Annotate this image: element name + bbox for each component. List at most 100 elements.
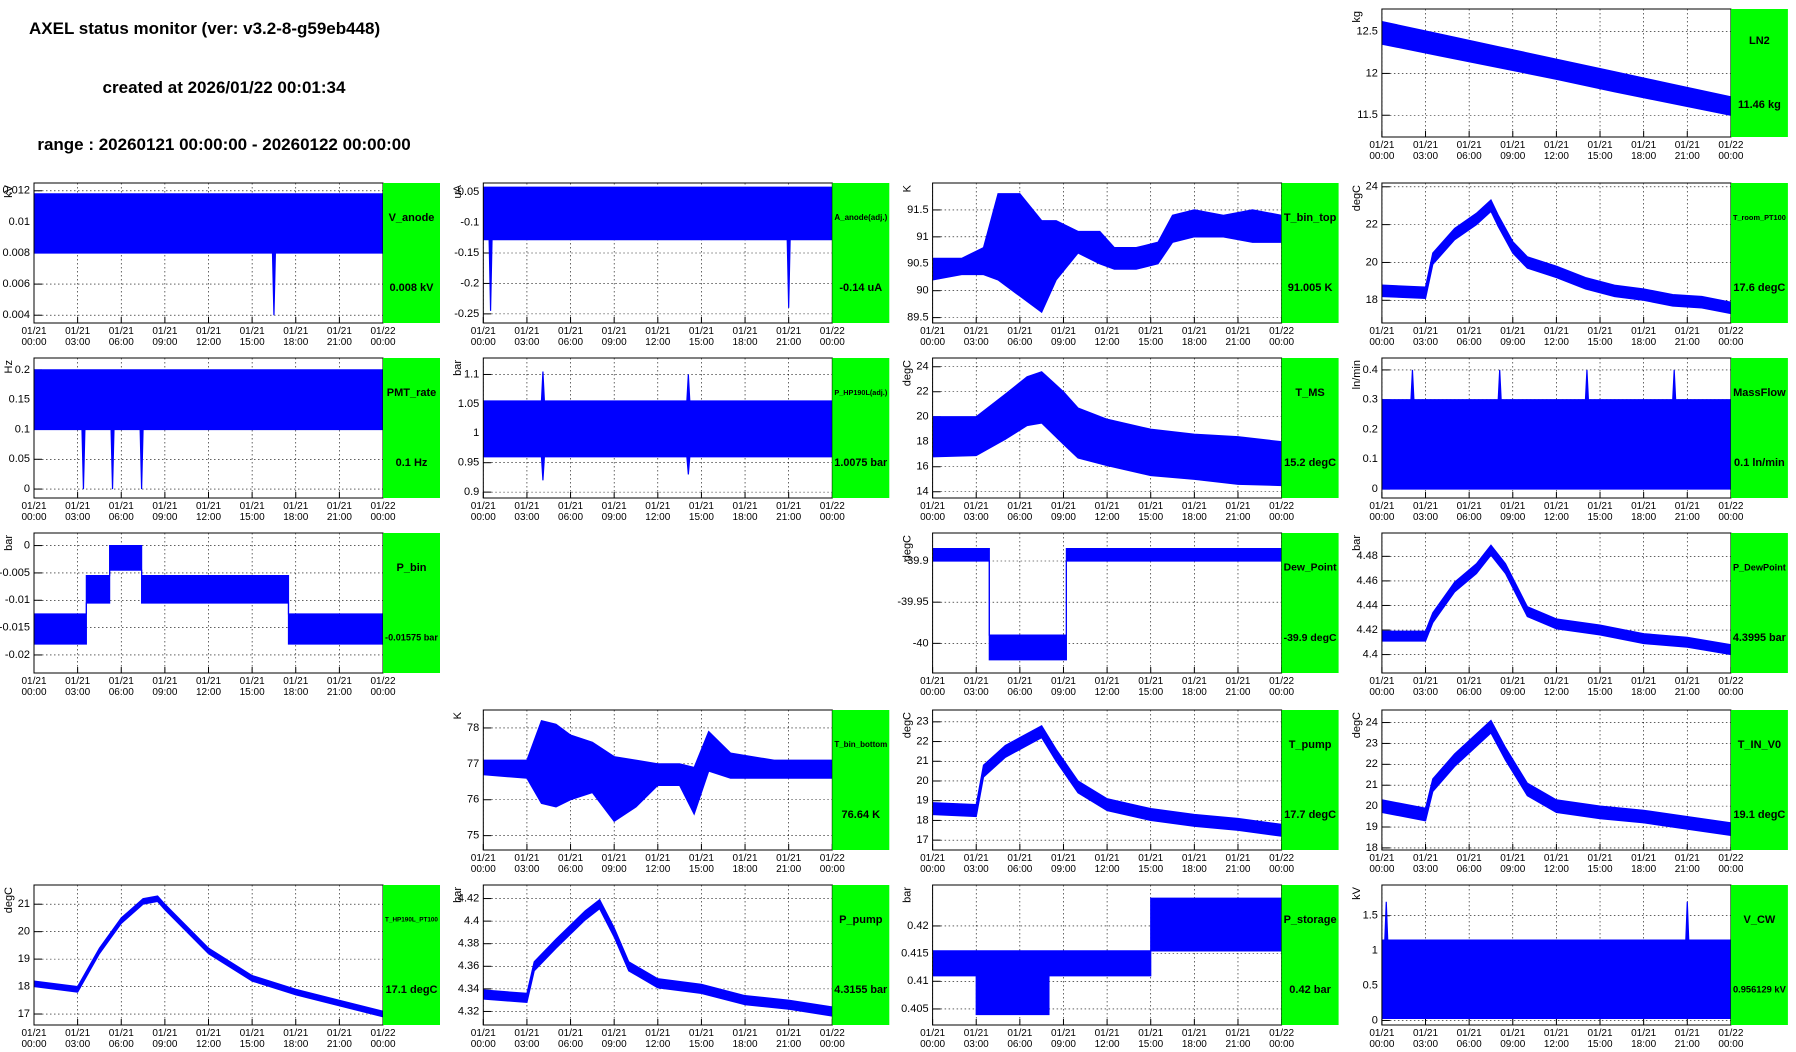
status-value: -39.9 degC: [1284, 633, 1337, 644]
x-tick-label: 01/21: [240, 1028, 265, 1039]
y-tick-label: 22: [1366, 219, 1378, 231]
x-tick-label: 01/21: [1588, 326, 1613, 337]
x-tick-label: 03:00: [964, 864, 989, 875]
x-tick-label: 00:00: [1269, 337, 1294, 348]
band-low-line: [34, 900, 383, 1018]
x-tick-label: 01/21: [1225, 326, 1250, 337]
x-tick-label: 01/21: [558, 326, 583, 337]
y-tick-label: 1: [1372, 945, 1378, 957]
status-box: [1730, 358, 1788, 498]
x-tick-label: 01/21: [1500, 1028, 1525, 1039]
x-tick-label: 06:00: [558, 1039, 583, 1050]
x-tick-label: 18:00: [1631, 1039, 1656, 1050]
band-high-line: [1381, 369, 1731, 401]
band-low-line: [483, 456, 833, 481]
x-tick-label: 01/21: [1631, 140, 1656, 151]
x-tick-label: 15:00: [1588, 337, 1613, 348]
x-tick-label: 01/22: [1718, 1028, 1743, 1039]
x-tick-label: 01/21: [558, 501, 583, 512]
x-tick-label: 01/21: [1675, 1028, 1700, 1039]
band-high-line: [932, 193, 1282, 259]
status-box: [832, 710, 890, 850]
x-tick-label: 15:00: [689, 337, 714, 348]
status-box: [383, 183, 440, 323]
x-tick-label: 01/21: [1588, 501, 1613, 512]
x-tick-label: 18:00: [733, 1039, 758, 1050]
x-tick-label: 15:00: [1588, 687, 1613, 698]
y-tick-label: 4.44: [1356, 599, 1377, 611]
y-tick-label: -0.005: [0, 567, 30, 579]
status-name: T_bin_bottom: [834, 740, 887, 749]
x-tick-label: 09:00: [152, 512, 177, 523]
y-tick-label: 16: [916, 461, 928, 473]
band-high-line: [483, 898, 833, 1008]
x-tick-label: 06:00: [109, 337, 134, 348]
x-tick-label: 01/21: [327, 676, 352, 687]
x-tick-label: 01/21: [1225, 1028, 1250, 1039]
x-tick-label: 01/21: [1095, 676, 1120, 687]
x-tick-label: 01/21: [1631, 1028, 1656, 1039]
x-tick-label: 09:00: [152, 1039, 177, 1050]
x-tick-label: 01/21: [152, 501, 177, 512]
x-tick-label: 01/21: [240, 676, 265, 687]
y-tick-label: 77: [467, 758, 479, 770]
x-tick-label: 18:00: [283, 512, 308, 523]
x-tick-label: 01/21: [471, 501, 496, 512]
band-low-line: [34, 569, 383, 645]
band-high-line: [1381, 199, 1731, 303]
status-name: T_MS: [1295, 387, 1324, 399]
x-tick-label: 01/21: [1413, 326, 1438, 337]
x-tick-label: 01/21: [602, 853, 627, 864]
y-tick-label: 1.5: [1363, 910, 1378, 922]
x-tick-label: 01/21: [1675, 501, 1700, 512]
y-tick-label: 75: [467, 830, 479, 842]
x-tick-label: 01/22: [820, 853, 845, 864]
x-tick-label: 01/22: [820, 326, 845, 337]
x-tick-label: 01/22: [370, 1028, 395, 1039]
status-name: LN2: [1749, 35, 1770, 47]
x-tick-label: 03:00: [1413, 1039, 1438, 1050]
x-tick-label: 15:00: [689, 1039, 714, 1050]
x-tick-label: 00:00: [21, 512, 46, 523]
y-axis-unit: kV: [1351, 886, 1363, 900]
x-tick-label: 01/21: [1457, 140, 1482, 151]
x-tick-label: 01/21: [1007, 676, 1032, 687]
y-axis-unit: kg: [1351, 11, 1363, 23]
x-tick-label: 01/21: [1138, 501, 1163, 512]
band-high-line: [932, 548, 1282, 636]
status-box: [383, 358, 440, 498]
x-tick-label: 01/21: [65, 1028, 90, 1039]
x-tick-label: 03:00: [964, 687, 989, 698]
band-high-line: [1381, 901, 1731, 941]
band-high-line: [34, 895, 383, 1012]
series: [34, 544, 383, 645]
x-tick-label: 01/21: [327, 326, 352, 337]
y-axis-unit: kV: [3, 184, 15, 198]
x-tick-label: 01/21: [1631, 326, 1656, 337]
x-tick-label: 01/21: [196, 676, 221, 687]
status-name: T_pump: [1289, 739, 1332, 751]
band-fill: [932, 548, 1282, 660]
y-tick-label: 18: [1366, 842, 1378, 854]
x-tick-label: 01/21: [1007, 501, 1032, 512]
x-tick-label: 01/21: [1457, 326, 1482, 337]
x-tick-label: 01/22: [1718, 853, 1743, 864]
y-tick-label: 24: [1366, 181, 1378, 193]
x-tick-label: 21:00: [1225, 337, 1250, 348]
x-tick-label: 15:00: [1138, 337, 1163, 348]
series: [483, 186, 833, 311]
x-tick-label: 01/21: [1369, 326, 1394, 337]
x-tick-label: 01/21: [21, 326, 46, 337]
x-tick-label: 01/21: [65, 326, 90, 337]
x-tick-label: 03:00: [964, 512, 989, 523]
band-fill: [932, 898, 1282, 1015]
y-tick-label: 14: [916, 486, 928, 498]
x-tick-label: 01/21: [1413, 140, 1438, 151]
x-tick-label: 01/21: [1007, 853, 1032, 864]
x-tick-label: 01/21: [689, 501, 714, 512]
x-tick-label: 01/21: [1369, 853, 1394, 864]
status-box: [1281, 183, 1339, 323]
x-tick-label: 15:00: [1588, 512, 1613, 523]
series: [932, 724, 1282, 837]
y-tick-label: 4.4: [1363, 648, 1378, 660]
